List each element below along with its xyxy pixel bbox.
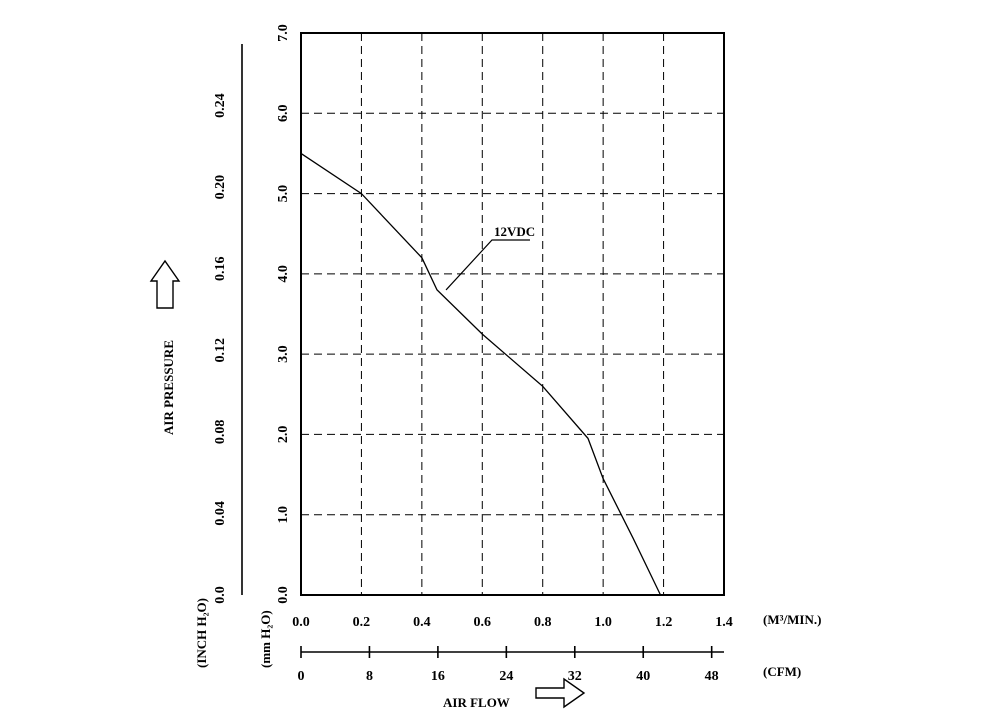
- x-tick-label: 0.6: [474, 615, 492, 630]
- y-tick-labels-inch: 0.0 0.04 0.08 0.12 0.16 0.20 0.24: [213, 93, 228, 603]
- y-tick-label-inch: 0.16: [213, 256, 228, 281]
- y-unit-primary: (mm H₂O): [258, 610, 273, 668]
- y-unit-secondary: (INCH H₂O): [194, 598, 209, 668]
- cfm-tick-label: 48: [705, 669, 719, 684]
- y-tick-label-inch: 0.0: [213, 586, 228, 604]
- y-axis-title: AIR PRESSURE: [161, 340, 176, 435]
- y-tick-label-mm: 0.0: [276, 586, 291, 604]
- y-tick-label-mm: 6.0: [276, 105, 291, 123]
- y-tick-label-mm: 5.0: [276, 185, 291, 203]
- right-arrow-icon: [535, 677, 586, 709]
- cfm-tick-label: 40: [636, 669, 650, 684]
- x-tick-label: 0.8: [534, 615, 552, 630]
- cfm-tick-label: 24: [499, 669, 513, 684]
- cfm-tick-label: 8: [366, 669, 373, 684]
- y-tick-label-inch: 0.04: [213, 501, 228, 526]
- cfm-tick-label: 16: [431, 669, 445, 684]
- up-arrow-icon: [149, 259, 181, 309]
- y-tick-label-mm: 3.0: [276, 345, 291, 363]
- y-tick-labels-mm: 0.0 1.0 2.0 3.0 4.0 5.0 6.0 7.0: [276, 24, 291, 604]
- x-tick-label: 1.2: [655, 615, 673, 630]
- x-tick-label: 0.0: [292, 615, 310, 630]
- y-tick-label-mm: 4.0: [276, 265, 291, 283]
- x-unit-primary: (M³/MIN.): [763, 612, 821, 627]
- series-label-12vdc: 12VDC: [494, 224, 535, 239]
- x-tick-label: 1.4: [715, 615, 733, 630]
- y-tick-label-inch: 0.20: [213, 175, 228, 200]
- annotation-leader: [445, 239, 530, 291]
- grid-lines: [301, 33, 724, 595]
- y-tick-label-inch: 0.24: [213, 93, 228, 118]
- y-tick-label-mm: 2.0: [276, 426, 291, 444]
- x-tick-label: 1.0: [594, 615, 612, 630]
- plot-frame: [300, 32, 725, 596]
- y-tick-label-mm: 1.0: [276, 506, 291, 524]
- y-tick-label-mm: 7.0: [276, 24, 291, 42]
- x-tick-label: 0.2: [353, 615, 371, 630]
- x-tick-label: 0.4: [413, 615, 431, 630]
- x-axis-title: AIR FLOW: [443, 695, 510, 710]
- cfm-tick-label: 0: [298, 669, 305, 684]
- x-unit-secondary: (CFM): [763, 664, 801, 679]
- cfm-tick-label: 32: [568, 669, 582, 684]
- x-tick-labels: 0.0 0.2 0.4 0.6 0.8 1.0 1.2 1.4: [292, 615, 733, 630]
- y-tick-label-inch: 0.12: [213, 338, 228, 363]
- y-tick-label-inch: 0.08: [213, 420, 228, 445]
- series-12vdc-line: [300, 152, 662, 596]
- cfm-tick-labels: 0 8 16 24 32 40 48: [298, 646, 719, 684]
